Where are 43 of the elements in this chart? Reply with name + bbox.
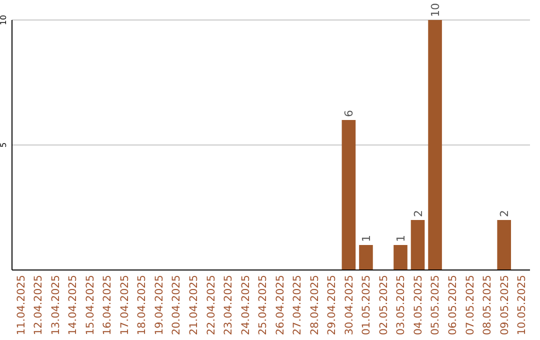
x-tick-label: 01.05.2025 [360, 275, 373, 336]
x-tick-label: 30.04.2025 [343, 275, 356, 336]
x-tick-label: 12.04.2025 [32, 275, 45, 336]
x-tick-label: 28.04.2025 [308, 275, 321, 336]
x-tick-label: 11.04.2025 [15, 275, 28, 336]
x-tick-label: 19.04.2025 [153, 275, 166, 336]
x-tick-label: 03.05.2025 [395, 275, 408, 336]
x-tick-label: 06.05.2025 [446, 275, 459, 336]
x-tick-label: 25.04.2025 [257, 275, 270, 336]
bar [428, 20, 442, 270]
x-tick-label: 15.04.2025 [84, 275, 96, 336]
x-tick-label: 17.04.2025 [118, 275, 131, 336]
x-tick-label: 18.04.2025 [136, 275, 148, 336]
x-tick-label: 08.05.2025 [482, 275, 494, 336]
data-label: 2 [412, 210, 425, 217]
x-tick-label: 05.05.2025 [430, 275, 442, 336]
x-tick-label: 14.04.2025 [67, 275, 80, 336]
x-tick-label: 20.04.2025 [170, 275, 183, 336]
data-label: 1 [360, 235, 373, 242]
x-tick-label: 04.05.2025 [412, 275, 424, 336]
x-tick-label: 09.05.2025 [498, 275, 511, 336]
x-tick-label: 23.04.2025 [222, 275, 235, 336]
x-tick-label: 22.04.2025 [205, 275, 218, 336]
data-label: 10 [429, 3, 442, 17]
x-tick-label: 07.05.2025 [464, 275, 476, 336]
bar [359, 245, 373, 270]
data-label: 2 [498, 210, 512, 217]
bar [410, 220, 425, 270]
bar [497, 220, 512, 270]
x-tick-label: 21.04.2025 [188, 275, 200, 336]
x-tick-label: 13.04.2025 [50, 275, 62, 336]
bar [342, 120, 356, 270]
data-label: 6 [342, 110, 356, 117]
x-tick-label: 16.04.2025 [102, 275, 114, 336]
x-tick-label: 29.04.2025 [326, 275, 338, 336]
x-tick-label: 26.04.2025 [274, 275, 286, 336]
x-tick-label: 24.04.2025 [240, 275, 252, 336]
x-tick-label: 02.05.2025 [378, 275, 390, 336]
x-tick-label: 10.05.2025 [516, 275, 528, 336]
x-tick-label: 27.04.2025 [292, 275, 304, 336]
y-tick-label: 5 [0, 142, 8, 148]
data-label: 1 [394, 235, 408, 242]
bar [394, 245, 408, 270]
